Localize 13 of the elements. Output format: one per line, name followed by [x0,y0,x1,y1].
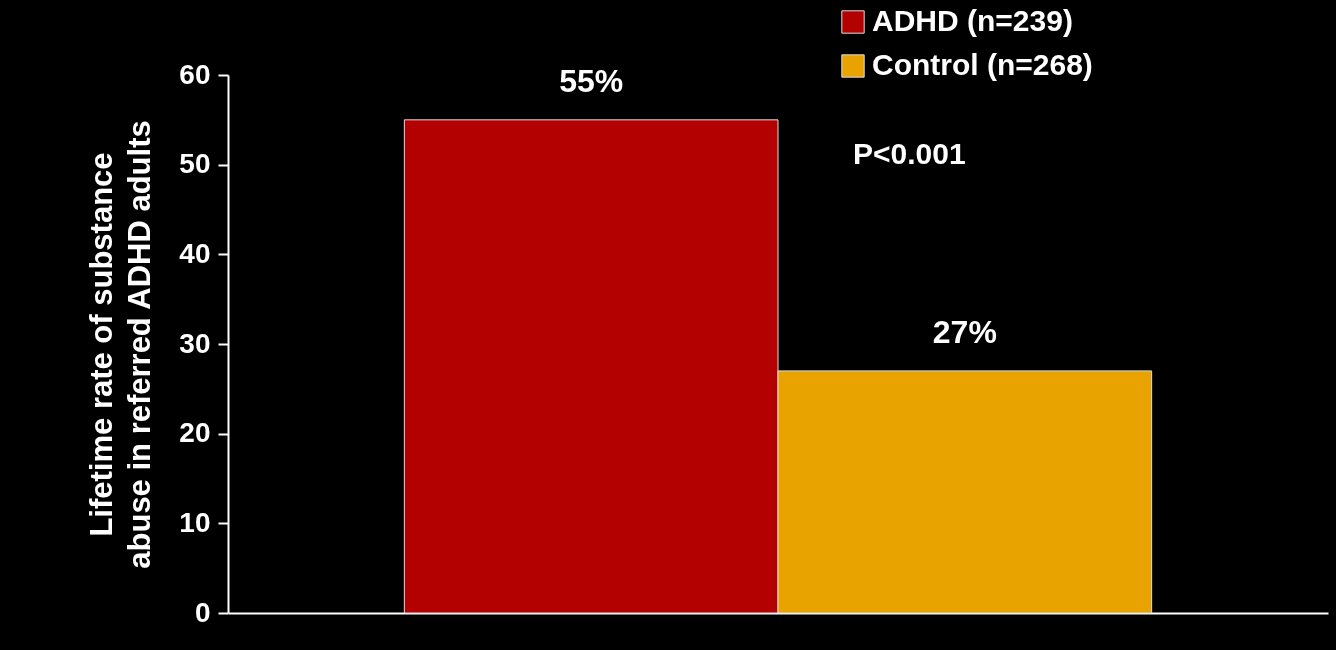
y-tick-label: 60 [179,58,211,90]
y-tick-label: 50 [179,148,211,180]
annotation: P<0.001 [853,137,966,170]
y-tick-label: 10 [179,506,211,538]
text: 27% [932,313,997,350]
y-tick-label: 20 [179,417,211,449]
y-tick-label: 40 [179,237,211,269]
y-tick-label: 0 [194,596,211,628]
y-tick-label: 30 [179,327,211,359]
y-axis-title: Lifetime rate of substance abuse in referred ADHD adults [84,120,158,569]
text: 55% [559,62,624,99]
legend-label: Control (n=268) [872,48,1093,81]
legend-label: ADHD (n=239) [872,4,1073,37]
